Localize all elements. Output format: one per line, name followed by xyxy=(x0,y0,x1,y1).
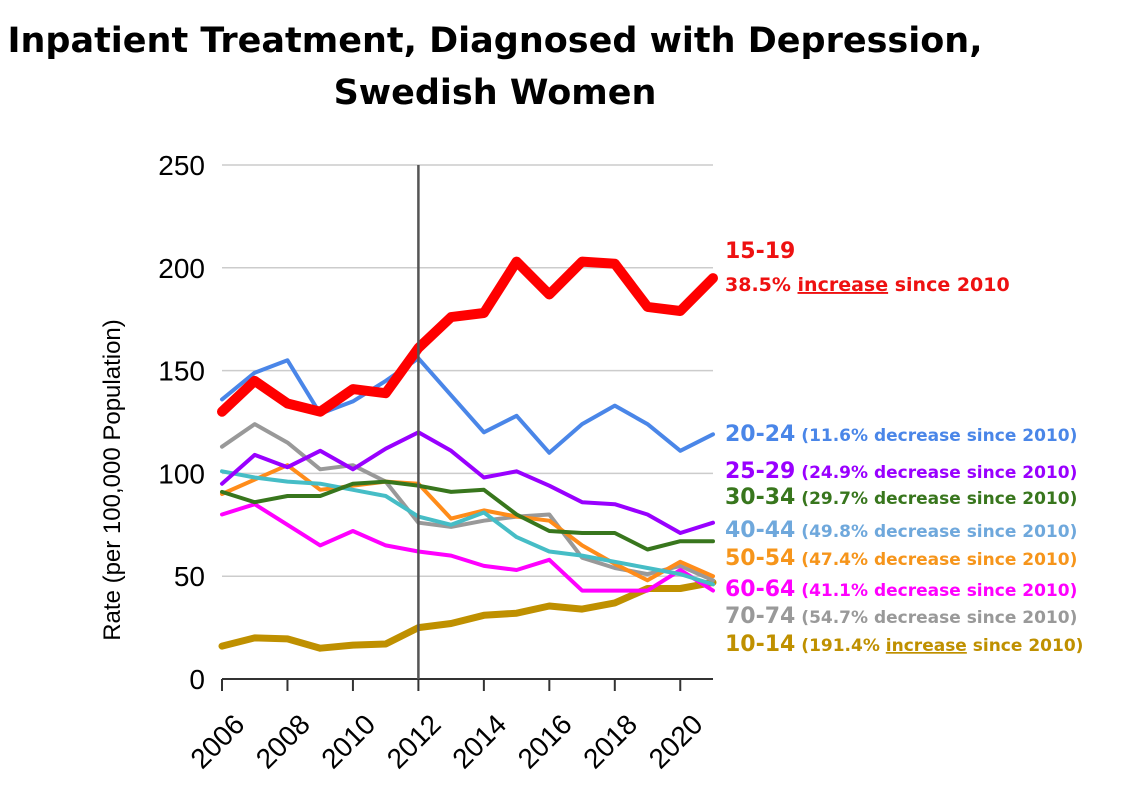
annotation-text: 40-44 (49.8% decrease since 2010) xyxy=(725,518,1077,543)
series-line-20-24 xyxy=(220,356,715,455)
annotation-label: 10-14 xyxy=(725,632,795,657)
annotation-40-44: 40-44 (49.8% decrease since 2010) xyxy=(725,518,1077,543)
annotation-60-64: 60-64 (41.1% decrease since 2010) xyxy=(725,577,1077,602)
annotation-label: 60-64 xyxy=(725,577,795,602)
annotation-label: 25-29 xyxy=(725,459,795,484)
annotation-label: 40-44 xyxy=(725,518,795,543)
annotation-note: (47.4% decrease since 2010) xyxy=(801,550,1077,570)
annotation-text: 70-74 (54.7% decrease since 2010) xyxy=(725,604,1077,629)
gridlines xyxy=(222,164,713,577)
chart-title-line-2: Swedish Women xyxy=(334,73,657,113)
annotation-label: 30-34 xyxy=(725,485,795,510)
y-tick-label: 100 xyxy=(158,458,205,489)
annotation-label: 70-74 xyxy=(725,604,795,629)
series-line-40-44 xyxy=(220,469,715,587)
annotation-label: 15-19 xyxy=(725,239,795,264)
annotation-note: (41.1% decrease since 2010) xyxy=(801,581,1077,601)
y-tick-labels: 0 50 100 150 200 250 xyxy=(158,150,205,695)
annotation-label: 50-54 xyxy=(725,546,795,571)
x-tick-labels: 2006 2008 2010 2012 2014 2016 2018 2020 xyxy=(184,708,708,774)
series-line-30-34 xyxy=(220,479,715,552)
series-annotations: 15-19 38.5% increase since 2010 20-24 (11.… xyxy=(725,239,1083,657)
y-axis-label-group: Rate (per 100,000 Population) xyxy=(99,319,126,641)
y-tick-label: 250 xyxy=(158,150,205,181)
annotation-25-29: 25-29 (24.9% decrease since 2010) xyxy=(725,459,1077,484)
annotation-20-24: 20-24 (11.6% decrease since 2010) xyxy=(725,422,1077,447)
y-axis-label: Rate (per 100,000 Population) xyxy=(99,319,126,641)
x-tick-label: 2012 xyxy=(381,708,447,774)
x-tick-label: 2008 xyxy=(250,708,316,774)
annotation-label: 20-24 xyxy=(725,422,795,447)
annotation-text: 50-54 (47.4% decrease since 2010) xyxy=(725,546,1077,571)
annotation-text: 25-29 (24.9% decrease since 2010) xyxy=(725,459,1077,484)
annotation-note: (24.9% decrease since 2010) xyxy=(801,463,1077,483)
series-line-60-64 xyxy=(220,502,715,593)
annotation-note: (29.7% decrease since 2010) xyxy=(801,489,1077,509)
annotation-note: (54.7% decrease since 2010) xyxy=(801,608,1077,628)
x-tick-label: 2020 xyxy=(643,708,709,774)
chart-title: Inpatient Treatment, Diagnosed with Depr… xyxy=(7,21,982,113)
annotation-text: 30-34 (29.7% decrease since 2010) xyxy=(725,485,1077,510)
annotation-note-part: (191.4% xyxy=(801,636,886,656)
annotation-note: (49.8% decrease since 2010) xyxy=(801,522,1077,542)
annotation-note-emphasis: increase xyxy=(798,274,889,296)
annotation-note-part: 38.5% xyxy=(725,274,798,296)
x-tick-label: 2006 xyxy=(184,708,250,774)
series-lines xyxy=(217,256,718,652)
annotation-text: 20-24 (11.6% decrease since 2010) xyxy=(725,422,1077,447)
x-tick-label: 2018 xyxy=(577,708,643,774)
series-line-25-29 xyxy=(220,430,715,535)
chart-title-line-1: Inpatient Treatment, Diagnosed with Depr… xyxy=(7,21,982,61)
annotation-note: 38.5% increase since 2010 xyxy=(725,274,1010,296)
x-tick-label: 2010 xyxy=(315,708,381,774)
annotation-note-part: since 2010 xyxy=(888,274,1010,296)
axes xyxy=(221,678,713,691)
annotation-30-34: 30-34 (29.7% decrease since 2010) xyxy=(725,485,1077,510)
annotation-70-74: 70-74 (54.7% decrease since 2010) xyxy=(725,604,1077,629)
x-tick-label: 2014 xyxy=(446,708,512,774)
y-tick-label: 0 xyxy=(189,664,205,695)
series-line-15-19 xyxy=(217,256,718,417)
annotation-text: 10-14 (191.4% increase since 2010) xyxy=(725,632,1083,657)
y-tick-label: 150 xyxy=(158,356,205,387)
annotation-10-14: 10-14 (191.4% increase since 2010) xyxy=(725,632,1083,657)
x-tick-label: 2016 xyxy=(512,708,578,774)
annotation-text: 60-64 (41.1% decrease since 2010) xyxy=(725,577,1077,602)
annotation-note-part: since 2010) xyxy=(967,636,1084,656)
series-line-70-74 xyxy=(220,422,715,583)
annotation-15-19: 15-19 38.5% increase since 2010 xyxy=(725,239,1010,296)
y-tick-label: 50 xyxy=(174,561,205,592)
annotation-note-emphasis: increase xyxy=(886,636,967,656)
annotation-note: (11.6% decrease since 2010) xyxy=(801,426,1077,446)
series-line-10-14 xyxy=(218,578,717,652)
y-tick-label: 200 xyxy=(158,253,205,284)
annotation-50-54: 50-54 (47.4% decrease since 2010) xyxy=(725,546,1077,571)
series-line-50-54 xyxy=(220,463,715,583)
